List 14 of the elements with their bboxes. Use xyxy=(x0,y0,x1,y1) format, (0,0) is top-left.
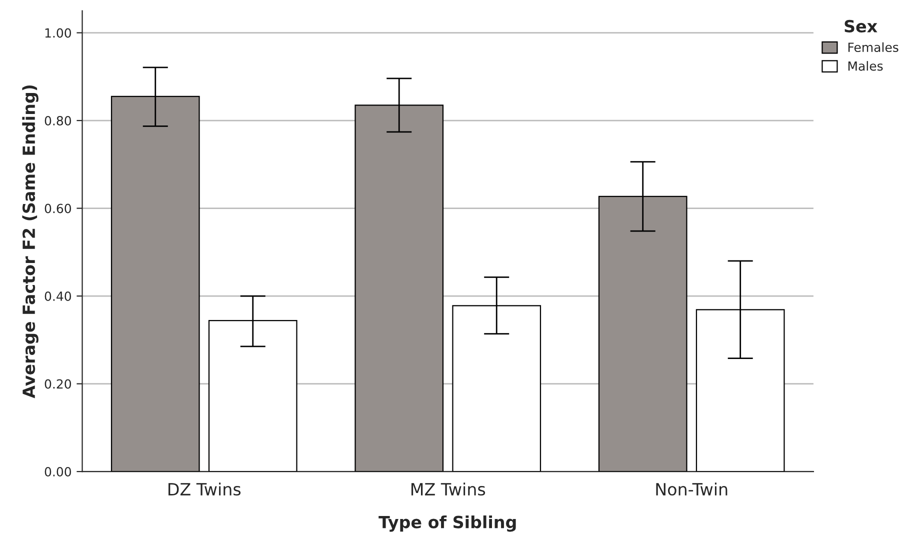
legend-title: Sex xyxy=(844,20,878,32)
y-tick-label: 1.00 xyxy=(45,28,72,38)
x-tick-label: Non-Twin xyxy=(656,482,728,496)
y-tick-label: 0.40 xyxy=(44,292,72,301)
x-axis-title: Type of Sibling xyxy=(378,515,516,532)
y-tick-label: 0.20 xyxy=(44,379,72,389)
x-tick-label: MZ Twins xyxy=(411,482,486,496)
y-tick-label: 0.80 xyxy=(44,116,72,126)
y-tick-label: 0.60 xyxy=(44,204,72,214)
x-tick-label: DZ Twins xyxy=(168,482,241,496)
y-axis-title: Average Factor F2 (Same Ending) xyxy=(22,85,38,398)
legend-label: Males xyxy=(848,61,883,71)
legend-label: Females xyxy=(848,42,898,52)
y-tick-label: 0.00 xyxy=(44,467,72,476)
